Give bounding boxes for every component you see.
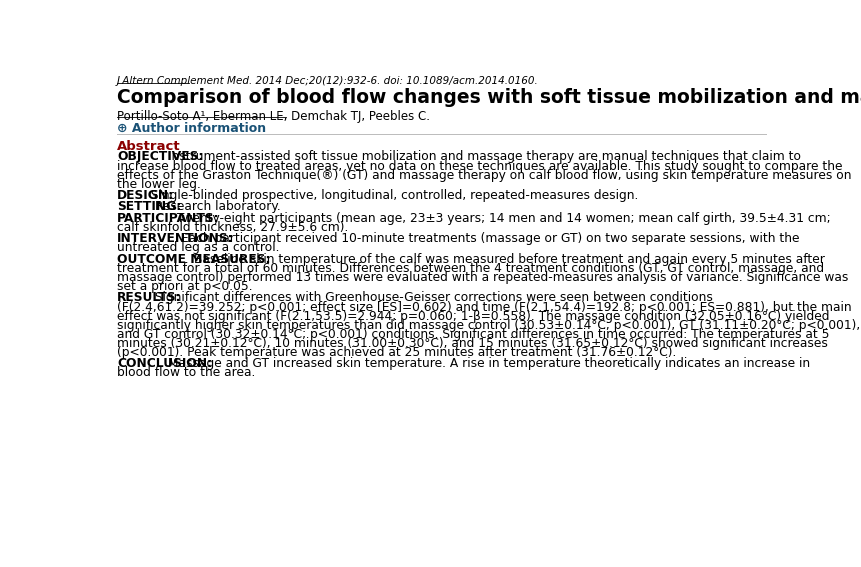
Text: set a priori at p<0.05.: set a priori at p<0.05. [117,280,252,293]
Text: minutes (30.21±0.12°C), 10 minutes (31.00±0.30°C), and 15 minutes (31.65±0.12°C): minutes (30.21±0.12°C), 10 minutes (31.0… [117,337,827,350]
Text: blood flow to the area.: blood flow to the area. [117,366,255,379]
Text: Significant differences with Greenhouse-Geisser corrections were seen between co: Significant differences with Greenhouse-… [152,291,713,304]
Text: Single-blinded prospective, longitudinal, controlled, repeated-measures design.: Single-blinded prospective, longitudinal… [147,189,638,202]
Text: Each participant received 10-minute treatments (massage or GT) on two separate s: Each participant received 10-minute trea… [177,232,799,246]
Text: and GT control (30.32±0.14°C; p<0.001) conditions. Significant differences in ti: and GT control (30.32±0.14°C; p<0.001) c… [117,328,828,341]
Text: massage control) performed 13 times were evaluated with a repeated-measures anal: massage control) performed 13 times were… [117,271,847,284]
Text: effects of the Graston Technique(®) (GT) and massage therapy on calf blood flow,: effects of the Graston Technique(®) (GT)… [117,168,851,181]
Text: CONCLUSION:: CONCLUSION: [117,357,212,370]
Text: RESULTS:: RESULTS: [117,291,182,304]
Text: Comparison of blood flow changes with soft tissue mobilization and massage thera: Comparison of blood flow changes with so… [117,88,861,107]
Text: significantly higher skin temperatures than did massage control (30.53±0.14°C; p: significantly higher skin temperatures t… [117,319,859,332]
Text: Baseline skin temperature of the calf was measured before treatment and again ev: Baseline skin temperature of the calf wa… [190,253,824,266]
Text: SETTING:: SETTING: [117,201,181,214]
Text: calf skinfold thickness, 27.9±5.6 cm).: calf skinfold thickness, 27.9±5.6 cm). [117,221,348,234]
Text: untreated leg as a control.: untreated leg as a control. [117,242,279,255]
Text: effect was not significant (F(2.1,53.5)=2.944; p=0.060; 1-β=0.558). The massage : effect was not significant (F(2.1,53.5)=… [117,310,828,323]
Text: Abstract: Abstract [117,139,181,153]
Text: OBJECTIVES:: OBJECTIVES: [117,150,203,163]
Text: DESIGN:: DESIGN: [117,189,174,202]
Text: Instrument-assisted soft tissue mobilization and massage therapy are manual tech: Instrument-assisted soft tissue mobiliza… [164,150,801,163]
Text: Massage and GT increased skin temperature. A rise in temperature theoretically i: Massage and GT increased skin temperatur… [164,357,809,370]
Text: the lower leg.: the lower leg. [117,177,201,191]
Text: Research laboratory.: Research laboratory. [152,201,281,214]
Text: PARTICIPANTS:: PARTICIPANTS: [117,212,220,225]
Text: (p<0.001). Peak temperature was achieved at 25 minutes after treatment (31.76±0.: (p<0.001). Peak temperature was achieved… [117,346,676,359]
Text: treatment for a total of 60 minutes. Differences between the 4 treatment conditi: treatment for a total of 60 minutes. Dif… [117,262,823,275]
Text: OUTCOME MEASURES:: OUTCOME MEASURES: [117,253,270,266]
Text: J Altern Complement Med. 2014 Dec;20(12):932-6. doi: 10.1089/acm.2014.0160.: J Altern Complement Med. 2014 Dec;20(12)… [117,76,538,86]
Text: INTERVENTIONS:: INTERVENTIONS: [117,232,233,246]
Text: ⊕ Author information: ⊕ Author information [117,122,266,135]
Text: increase blood flow to treated areas, yet no data on these techniques are availa: increase blood flow to treated areas, ye… [117,159,841,172]
Text: Twenty-eight participants (mean age, 23±3 years; 14 men and 14 women; mean calf : Twenty-eight participants (mean age, 23±… [173,212,830,225]
Text: (F(2.4,61.2)=39.252; p<0.001; effect size [ES]=0.602) and time (F(2.1,54.4)=192.: (F(2.4,61.2)=39.252; p<0.001; effect siz… [117,301,851,314]
Text: Portillo-Soto A¹, Eberman LE, Demchak TJ, Peebles C.: Portillo-Soto A¹, Eberman LE, Demchak TJ… [117,109,430,122]
